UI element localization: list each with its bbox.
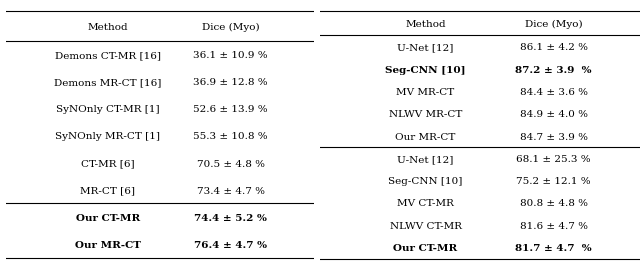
Text: SyNOnly MR-CT [1]: SyNOnly MR-CT [1] bbox=[55, 133, 160, 141]
Text: CT-MR [6]: CT-MR [6] bbox=[81, 160, 134, 169]
Text: 86.1 ± 4.2 %: 86.1 ± 4.2 % bbox=[520, 43, 588, 52]
Text: 36.9 ± 12.8 %: 36.9 ± 12.8 % bbox=[193, 78, 268, 87]
Text: Method: Method bbox=[88, 23, 128, 32]
Text: 36.1 ± 10.9 %: 36.1 ± 10.9 % bbox=[193, 51, 268, 60]
Text: Our MR-CT: Our MR-CT bbox=[396, 133, 456, 141]
Text: MV MR-CT: MV MR-CT bbox=[396, 88, 455, 97]
Text: 68.1 ± 25.3 %: 68.1 ± 25.3 % bbox=[516, 155, 591, 164]
Text: 84.7 ± 3.9 %: 84.7 ± 3.9 % bbox=[520, 133, 588, 141]
Text: 87.2 ± 3.9  %: 87.2 ± 3.9 % bbox=[515, 65, 592, 75]
Text: 81.6 ± 4.7 %: 81.6 ± 4.7 % bbox=[520, 222, 588, 231]
Text: SyNOnly CT-MR [1]: SyNOnly CT-MR [1] bbox=[56, 105, 159, 114]
Text: Dice (Myo): Dice (Myo) bbox=[202, 23, 259, 32]
Text: 70.5 ± 4.8 %: 70.5 ± 4.8 % bbox=[196, 160, 265, 169]
Text: 84.4 ± 3.6 %: 84.4 ± 3.6 % bbox=[520, 88, 588, 97]
Text: 73.4 ± 4.7 %: 73.4 ± 4.7 % bbox=[196, 187, 265, 196]
Text: NLWV MR-CT: NLWV MR-CT bbox=[389, 110, 462, 119]
Text: Seg-CNN [10]: Seg-CNN [10] bbox=[388, 177, 463, 186]
Text: U-Net [12]: U-Net [12] bbox=[397, 43, 454, 52]
Text: 80.8 ± 4.8 %: 80.8 ± 4.8 % bbox=[520, 199, 588, 209]
Text: MV CT-MR: MV CT-MR bbox=[397, 199, 454, 209]
Text: 76.4 ± 4.7 %: 76.4 ± 4.7 % bbox=[194, 241, 267, 250]
Text: Demons CT-MR [16]: Demons CT-MR [16] bbox=[55, 51, 161, 60]
Text: Demons MR-CT [16]: Demons MR-CT [16] bbox=[54, 78, 161, 87]
Text: 52.6 ± 13.9 %: 52.6 ± 13.9 % bbox=[193, 105, 268, 114]
Text: NLWV CT-MR: NLWV CT-MR bbox=[390, 222, 461, 231]
Text: Seg-CNN [10]: Seg-CNN [10] bbox=[385, 65, 466, 75]
Text: Our CT-MR: Our CT-MR bbox=[76, 214, 140, 223]
Text: 75.2 ± 12.1 %: 75.2 ± 12.1 % bbox=[516, 177, 591, 186]
Text: U-Net [12]: U-Net [12] bbox=[397, 155, 454, 164]
Text: 81.7 ± 4.7  %: 81.7 ± 4.7 % bbox=[515, 244, 592, 253]
Text: 84.9 ± 4.0 %: 84.9 ± 4.0 % bbox=[520, 110, 588, 119]
Text: MR-CT [6]: MR-CT [6] bbox=[80, 187, 135, 196]
Text: Dice (Myo): Dice (Myo) bbox=[525, 20, 582, 29]
Text: 74.4 ± 5.2 %: 74.4 ± 5.2 % bbox=[194, 214, 267, 223]
Text: 55.3 ± 10.8 %: 55.3 ± 10.8 % bbox=[193, 133, 268, 141]
Text: Our CT-MR: Our CT-MR bbox=[394, 244, 458, 253]
Text: Our MR-CT: Our MR-CT bbox=[75, 241, 141, 250]
Text: Method: Method bbox=[405, 20, 446, 29]
